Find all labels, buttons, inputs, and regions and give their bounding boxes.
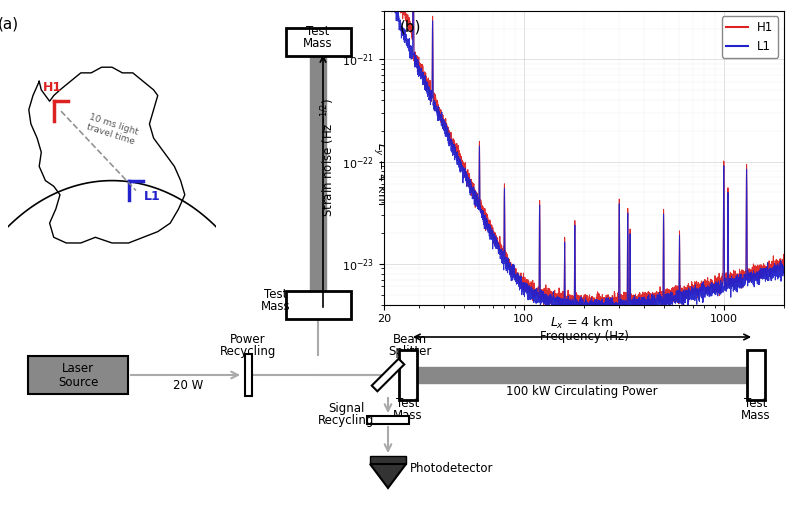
Text: Splitter: Splitter bbox=[388, 345, 432, 358]
Text: (a): (a) bbox=[0, 16, 18, 31]
Bar bbox=[367, 416, 409, 424]
Y-axis label: Strain noise (Hz$^{-1/2}$): Strain noise (Hz$^{-1/2}$) bbox=[319, 98, 337, 217]
Bar bbox=[28, 356, 128, 394]
Bar bbox=[245, 354, 251, 396]
Text: Mass: Mass bbox=[261, 300, 291, 313]
Bar bbox=[747, 350, 765, 400]
Polygon shape bbox=[370, 464, 406, 488]
Text: Recycling: Recycling bbox=[220, 345, 276, 358]
Text: Test: Test bbox=[264, 288, 288, 301]
Legend: H1, L1: H1, L1 bbox=[722, 16, 778, 58]
Text: Signal: Signal bbox=[328, 402, 364, 415]
X-axis label: Frequency (Hz): Frequency (Hz) bbox=[539, 330, 629, 343]
Text: Recycling: Recycling bbox=[318, 414, 374, 427]
Text: Power: Power bbox=[230, 333, 266, 346]
Text: $L_x$ = 4 km: $L_x$ = 4 km bbox=[550, 315, 614, 331]
Polygon shape bbox=[372, 359, 404, 391]
Bar bbox=[286, 291, 350, 319]
Text: Photodetector: Photodetector bbox=[410, 461, 494, 475]
Text: Test: Test bbox=[396, 397, 420, 410]
Text: Beam: Beam bbox=[393, 333, 427, 346]
Text: Mass: Mass bbox=[741, 409, 771, 422]
Text: $L_y$ = 4 km: $L_y$ = 4 km bbox=[371, 142, 389, 205]
Text: H1: H1 bbox=[43, 81, 62, 94]
Text: Mass: Mass bbox=[303, 37, 333, 50]
Text: L1: L1 bbox=[144, 191, 161, 204]
Text: (b): (b) bbox=[400, 19, 422, 34]
Text: 10 ms light
travel time: 10 ms light travel time bbox=[85, 112, 139, 146]
Text: 20 W: 20 W bbox=[173, 379, 203, 392]
Text: 100 kW Circulating Power: 100 kW Circulating Power bbox=[506, 385, 658, 398]
Bar bbox=[399, 350, 417, 400]
Bar bbox=[370, 456, 406, 464]
Text: Mass: Mass bbox=[393, 409, 423, 422]
Text: Test: Test bbox=[744, 397, 768, 410]
Bar bbox=[286, 28, 350, 56]
Text: Laser: Laser bbox=[62, 362, 94, 375]
Text: Source: Source bbox=[58, 375, 98, 388]
Text: Test: Test bbox=[306, 25, 330, 38]
